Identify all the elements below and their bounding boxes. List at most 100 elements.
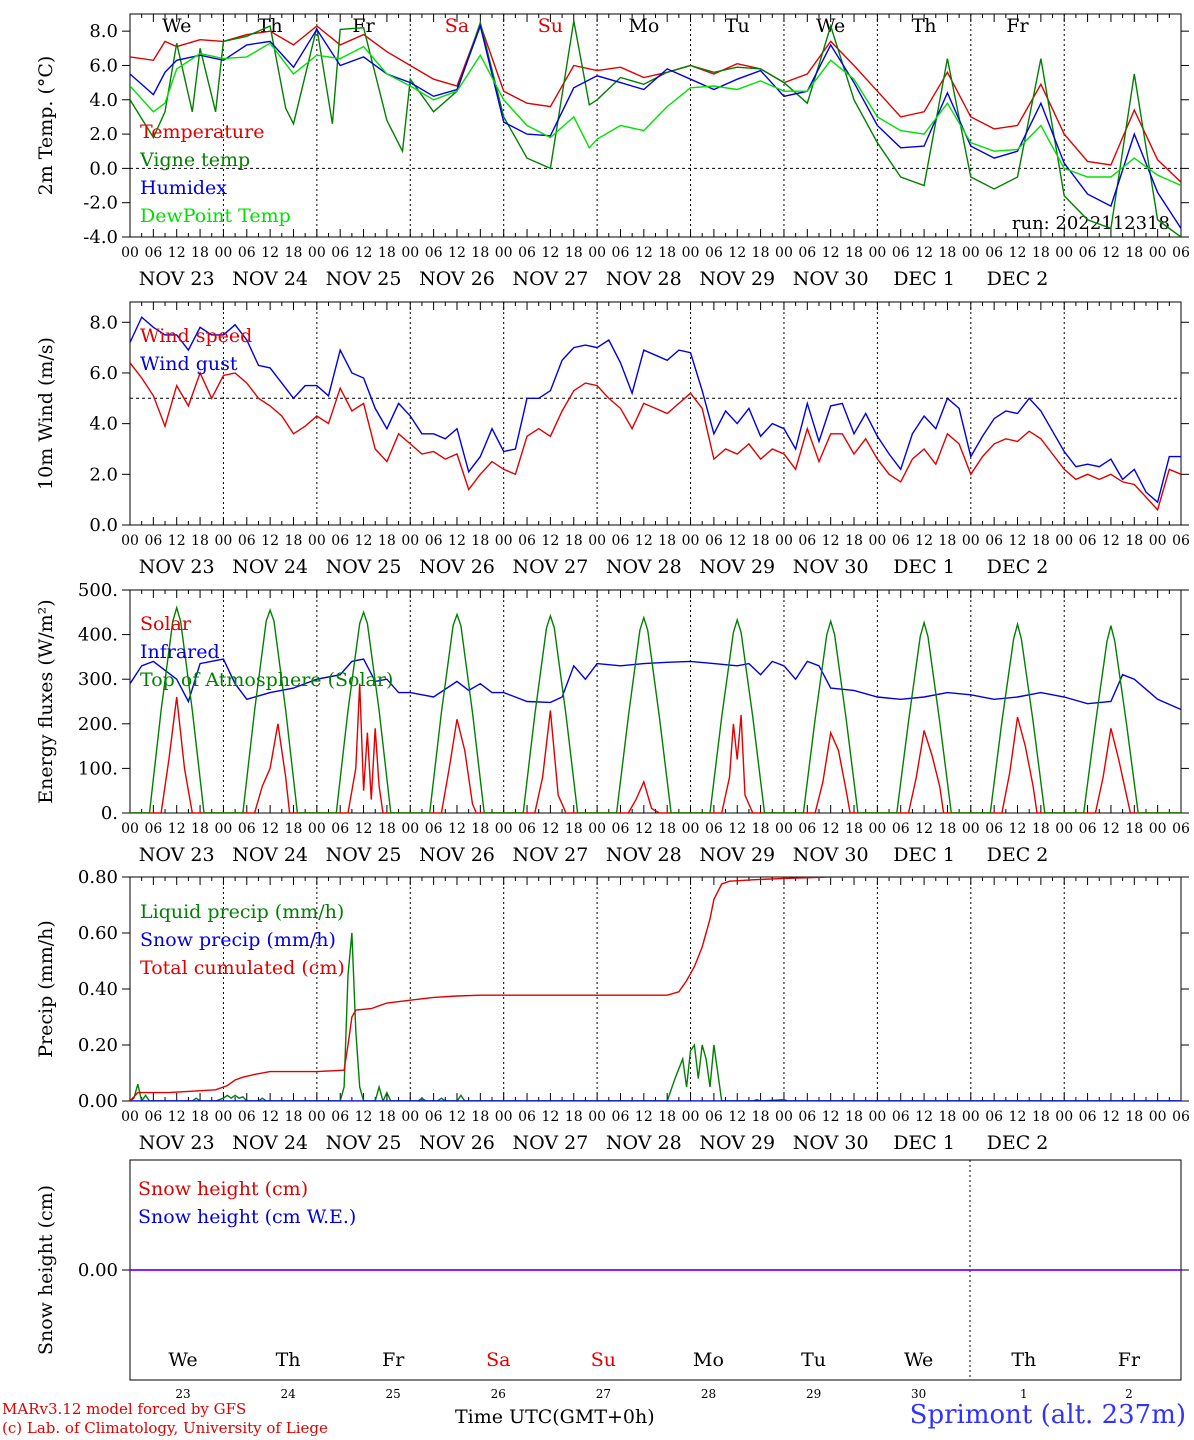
hour-tick-label: 12 — [822, 245, 840, 261]
day-of-week-label: Su — [538, 15, 563, 37]
date-label: NOV 24 — [232, 1132, 308, 1154]
hour-tick-label: 00 — [121, 821, 139, 837]
hour-tick-label: 06 — [798, 1109, 816, 1125]
y-tick-label: 0.60 — [78, 923, 118, 944]
hour-tick-label: 18 — [752, 1109, 770, 1125]
hour-tick-label: 12 — [822, 821, 840, 837]
panel-1: -4.0 -2.0 0.0 2.0 4.0 6.0 8.0 00 06 12 18 00 06 12 18 0… — [35, 13, 1190, 290]
legend-entry: Vigne temp — [139, 149, 250, 171]
hour-tick-label: 00 — [1149, 1109, 1167, 1125]
hour-tick-label: 00 — [588, 533, 606, 549]
y-tick-label: 6.0 — [89, 55, 118, 76]
hour-tick-label: 18 — [1032, 1109, 1050, 1125]
date-label: NOV 23 — [139, 844, 215, 866]
date-label: NOV 29 — [699, 844, 775, 866]
legend-entry: Snow precip (mm/h) — [140, 929, 336, 951]
legend-entry: Snow height (cm W.E.) — [138, 1206, 356, 1228]
legend-entry: Total cumulated (cm) — [140, 957, 345, 979]
legend-entry: Top of Atmosphere (Solar) — [140, 669, 393, 691]
hour-tick-label: 00 — [775, 245, 793, 261]
hour-tick-label: 18 — [471, 245, 489, 261]
hour-tick-label: 18 — [1125, 533, 1143, 549]
date-label: NOV 25 — [326, 844, 402, 866]
hour-tick-label: 00 — [962, 245, 980, 261]
hour-tick-label: 18 — [845, 1109, 863, 1125]
legend-entry: DewPoint Temp — [140, 205, 291, 227]
hour-tick-label: 00 — [495, 533, 513, 549]
legend-entry: Wind speed — [140, 325, 252, 347]
hour-tick-label: 18 — [378, 245, 396, 261]
hour-tick-label: 12 — [635, 821, 653, 837]
legend-entry: Solar — [140, 613, 192, 635]
hour-tick-label: 06 — [518, 245, 536, 261]
series-line — [130, 932, 1181, 1101]
hour-tick-label: 12 — [1102, 1109, 1120, 1125]
hour-tick-label: 18 — [1125, 1109, 1143, 1125]
hour-tick-label: 12 — [1009, 821, 1027, 837]
hour-tick-label: 12 — [1009, 533, 1027, 549]
hour-tick-label: 00 — [1149, 245, 1167, 261]
day-of-week-label: Tu — [725, 15, 750, 37]
hour-tick-label: 12 — [448, 245, 466, 261]
hour-tick-label: 00 — [1149, 533, 1167, 549]
panel-frame — [129, 301, 1182, 526]
hour-tick-label: 00 — [682, 1109, 700, 1125]
y-tick-label: -4.0 — [83, 227, 118, 248]
hour-tick-label: 06 — [892, 245, 910, 261]
hour-tick-label: 00 — [308, 821, 326, 837]
date-label: NOV 24 — [232, 268, 308, 290]
hour-tick-label: 00 — [308, 1109, 326, 1125]
hour-tick-label: 12 — [168, 245, 186, 261]
hour-tick-label: 00 — [215, 1109, 233, 1125]
hour-tick-label: 06 — [331, 1109, 349, 1125]
day-of-week-label: Mo — [628, 15, 659, 37]
hour-tick-label: 00 — [868, 533, 886, 549]
hour-tick-label: 06 — [331, 245, 349, 261]
hour-tick-label: 18 — [939, 533, 957, 549]
hour-tick-label: 18 — [1032, 245, 1050, 261]
hour-tick-label: 12 — [1102, 821, 1120, 837]
hour-tick-label: 18 — [191, 1109, 209, 1125]
hour-tick-label: 06 — [892, 533, 910, 549]
hour-tick-label: 06 — [798, 533, 816, 549]
hour-tick-label: 06 — [518, 533, 536, 549]
hour-tick-label: 12 — [541, 1109, 559, 1125]
hour-tick-label: 06 — [612, 245, 630, 261]
y-tick-label: 0. — [101, 803, 118, 824]
legend-entry: Liquid precip (mm/h) — [140, 901, 344, 923]
hour-tick-label: 12 — [728, 821, 746, 837]
date-label: NOV 24 — [232, 556, 308, 578]
hour-tick-label: 18 — [845, 821, 863, 837]
hour-tick-label: 06 — [238, 1109, 256, 1125]
y-tick-label: 0.40 — [78, 979, 118, 1000]
date-label: NOV 25 — [326, 1132, 402, 1154]
hour-tick-label: 00 — [962, 1109, 980, 1125]
hour-tick-label: 18 — [565, 245, 583, 261]
hour-tick-label: 18 — [845, 245, 863, 261]
day-of-week-label: We — [904, 1349, 933, 1371]
hour-tick-label: 12 — [1102, 245, 1120, 261]
hour-tick-label: 06 — [144, 245, 162, 261]
date-label: DEC 2 — [987, 844, 1049, 866]
hour-tick-label: 18 — [378, 533, 396, 549]
hour-tick-label: 00 — [682, 821, 700, 837]
date-label: NOV 23 — [139, 268, 215, 290]
series-line — [130, 362, 1181, 512]
time-axis-label: Time UTC(GMT+0h) — [455, 1406, 655, 1428]
panel-frame — [129, 589, 1182, 814]
day-of-week-label: Fr — [1006, 15, 1029, 37]
hour-tick-label: 12 — [448, 821, 466, 837]
panel-2: 0.0 2.0 4.0 6.0 8.0 00 06 12 18 00 06 12 18 00 06 12 18 0… — [35, 301, 1190, 578]
hour-tick-label: 00 — [1055, 245, 1073, 261]
hour-tick-label: 12 — [822, 533, 840, 549]
date-label: NOV 30 — [793, 1132, 869, 1154]
hour-tick-label: 06 — [1172, 533, 1190, 549]
hour-tick-label: 00 — [121, 533, 139, 549]
day-of-week-label: Fr — [382, 1349, 405, 1371]
day-number-label: 2 — [1125, 1387, 1133, 1401]
hour-tick-label: 18 — [565, 821, 583, 837]
station-title: Sprimont (alt. 237m) — [909, 1400, 1186, 1430]
hour-tick-label: 12 — [168, 1109, 186, 1125]
y-tick-label: 0.80 — [78, 867, 118, 888]
hour-tick-label: 12 — [1009, 245, 1027, 261]
